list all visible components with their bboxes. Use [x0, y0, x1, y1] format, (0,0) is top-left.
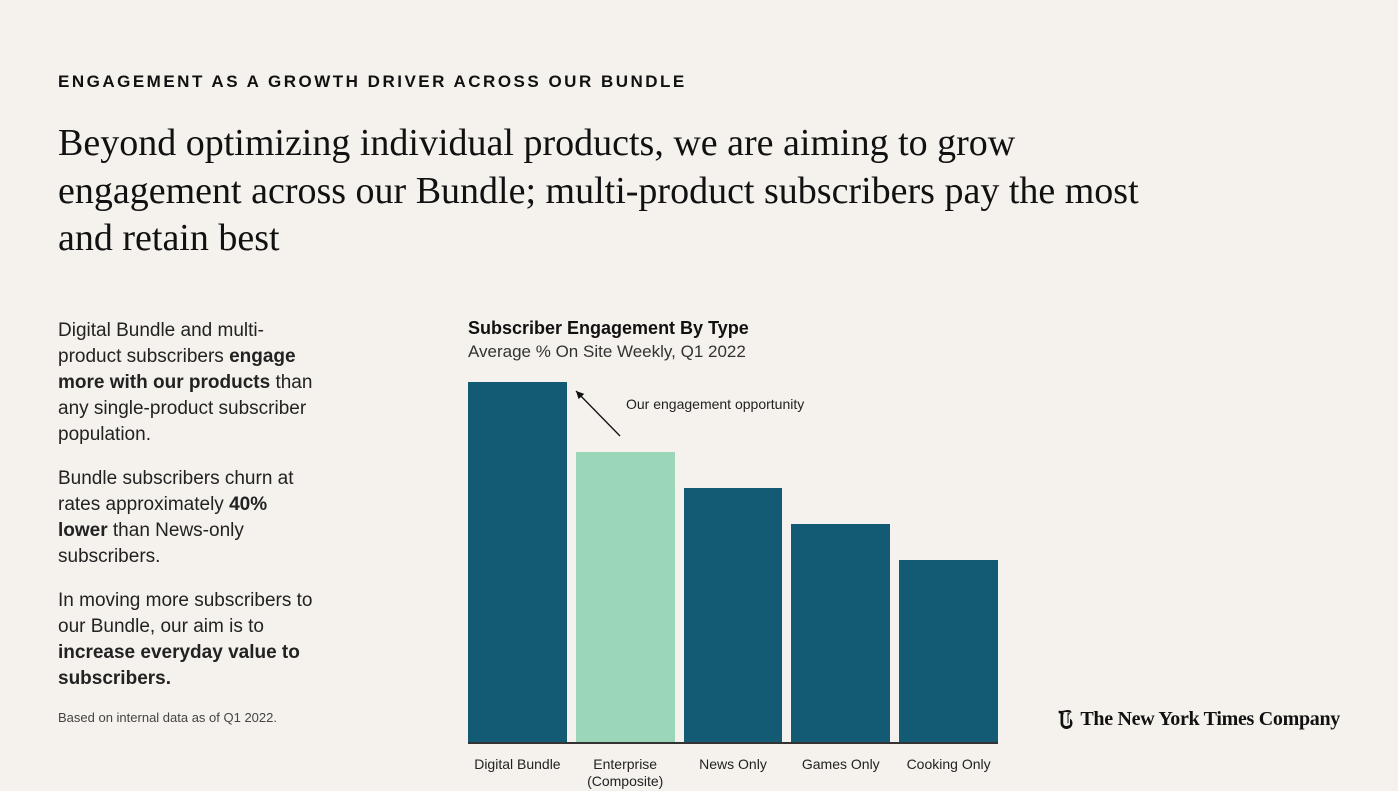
chart-title: Subscriber Engagement By Type — [468, 318, 1028, 339]
headline: Beyond optimizing individual products, w… — [58, 120, 1158, 263]
body-paragraph-2: Bundle subscribers churn at rates approx… — [58, 466, 318, 570]
body-paragraph-3: In moving more subscribers to our Bundle… — [58, 588, 318, 692]
bar — [791, 524, 890, 742]
bar-label: Games Only — [791, 756, 890, 791]
bar — [468, 382, 567, 742]
bar — [576, 452, 675, 742]
eyebrow-heading: ENGAGEMENT AS A GROWTH DRIVER ACROSS OUR… — [58, 72, 1340, 92]
p3-bold: increase everyday value to subscribers. — [58, 642, 300, 689]
labels-row: Digital Bundle Enterprise (Composite) News… — [468, 756, 998, 791]
bar-label: News Only — [684, 756, 783, 791]
body-paragraph-1: Digital Bundle and multi-product subscri… — [58, 318, 318, 448]
chart-column: Subscriber Engagement By Type Average % … — [468, 318, 1028, 791]
nyt-t-icon — [1058, 710, 1074, 730]
bars-row — [468, 384, 998, 744]
bar-label: Cooking Only — [899, 756, 998, 791]
bar-label: Digital Bundle — [468, 756, 567, 791]
chart-annotation: Our engagement opportunity — [626, 396, 804, 412]
bar — [684, 488, 783, 742]
chart-subtitle: Average % On Site Weekly, Q1 2022 — [468, 342, 1028, 362]
logo-text: The New York Times Company — [1080, 708, 1340, 731]
bar-label: Enterprise (Composite) — [576, 756, 675, 791]
company-logo: The New York Times Company — [1058, 708, 1340, 731]
bar — [899, 560, 998, 742]
p3-pre: In moving more subscribers to our Bundle… — [58, 590, 313, 637]
footnote: Based on internal data as of Q1 2022. — [58, 710, 277, 725]
chart-area: Digital Bundle Enterprise (Composite) News… — [468, 384, 998, 791]
